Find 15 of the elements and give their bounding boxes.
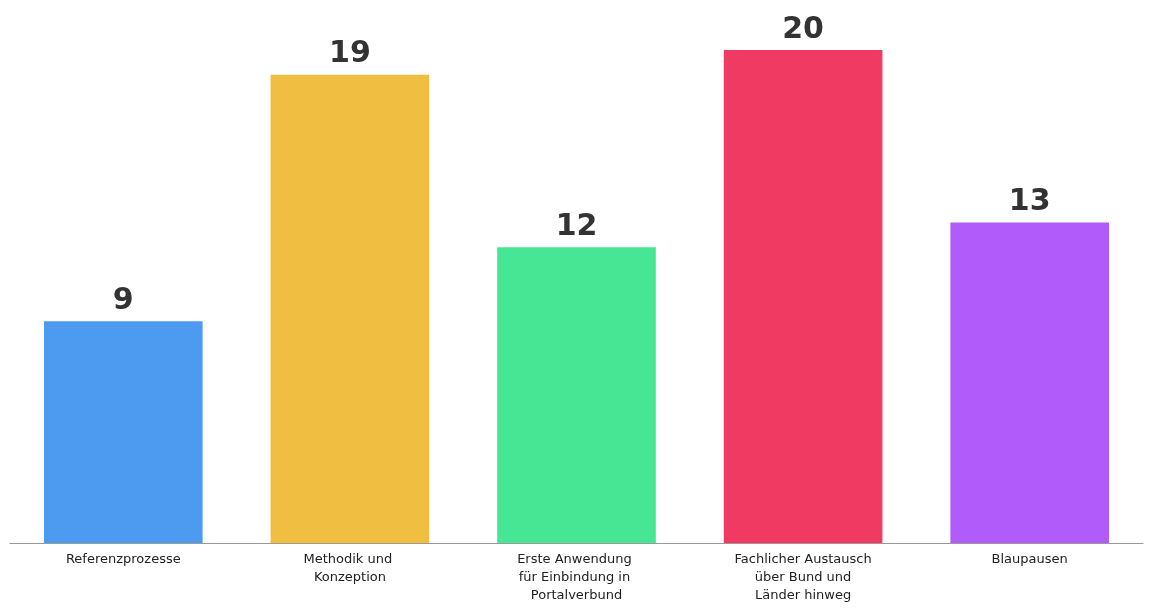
bar [270,74,430,543]
data-label: 19 [329,34,371,70]
x-tick-label: Erste Anwendung für Einbindung in Portalverbund [517,550,636,602]
data-label: 9 [112,280,134,316]
data-label: 20 [782,9,824,45]
x-tick-label: Methodik und Konzeption [303,550,397,584]
data-label: 13 [1008,182,1051,218]
x-tick-label: Blaupausen [991,550,1068,566]
x-tick-label: Fachlicher Austausch über Bund und Länder hinweg [734,550,872,602]
x-tick-label: Referenzprozesse [65,550,181,566]
bar [723,50,883,543]
bar [43,321,203,543]
bar [497,247,656,543]
data-label: 12 [555,206,598,242]
bar [950,222,1110,543]
